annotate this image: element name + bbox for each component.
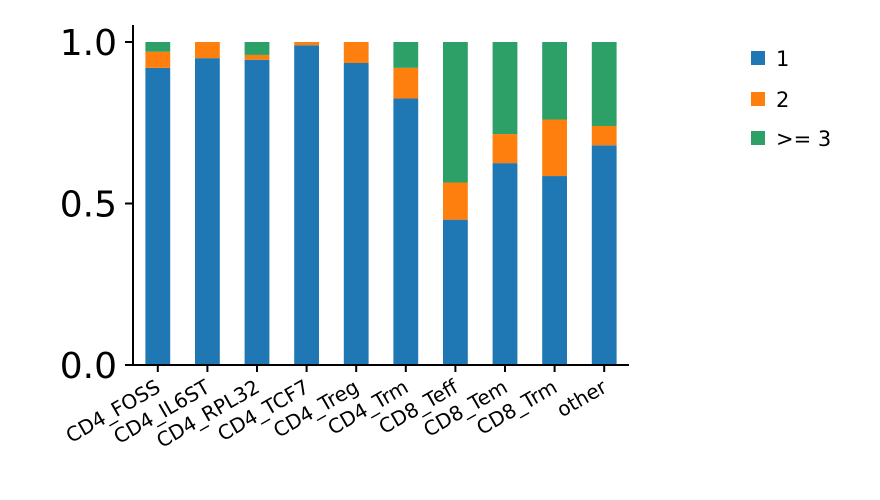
bar-segment-CD4_RPL32-1 (244, 59, 270, 366)
bars-group (145, 42, 617, 366)
bar-segment-CD4_IL6ST-2 (195, 42, 220, 59)
bar-segment-CD8_Teff-3 (443, 42, 468, 183)
bar-segment-other-1 (591, 145, 617, 365)
x-ticks-group: CD4_FOSSCD4_IL6STCD4_RPL32CD4_TCF7CD4_Tr… (62, 365, 612, 453)
bar-segment-CD4_Trm-1 (393, 98, 419, 365)
bar-segment-CD4_FOSS-2 (145, 51, 171, 68)
bar-segment-CD8_Tem-2 (492, 134, 518, 164)
axes-group (132, 25, 629, 366)
bar-segment-CD8_Trm-2 (542, 119, 567, 177)
bar-segment-CD8_Trm-3 (542, 42, 567, 120)
legend-swatch-1 (751, 51, 765, 65)
x-tick-label: other (553, 374, 612, 422)
bar-segment-CD4_Trm-3 (393, 42, 419, 68)
bar-segment-CD4_FOSS-3 (145, 42, 171, 52)
bar-segment-CD8_Teff-2 (443, 182, 468, 220)
bar-segment-CD8_Tem-3 (492, 42, 518, 135)
bar-segment-CD4_TCF7-1 (294, 45, 319, 365)
y-tick-label: 1.0 (60, 23, 117, 64)
bar-segment-CD4_RPL32-2 (244, 54, 270, 60)
y-tick-label: 0.5 (60, 185, 117, 226)
legend-label-1: 1 (776, 47, 789, 71)
bar-segment-CD8_Trm-1 (542, 176, 567, 365)
bar-segment-CD4_FOSS-1 (145, 67, 171, 365)
bar-segment-other-2 (591, 125, 617, 146)
y-ticks-group: 0.0 0.5 1.0 (60, 23, 133, 387)
bar-segment-CD4_IL6ST-1 (195, 58, 220, 366)
legend-swatch-3 (751, 131, 765, 145)
bar-segment-CD4_Treg-2 (343, 42, 369, 63)
legend: 1 2 >= 3 (751, 47, 831, 151)
legend-swatch-2 (751, 92, 765, 106)
bar-segment-CD4_TCF7-2 (294, 42, 319, 46)
bar-segment-CD4_Trm-2 (393, 67, 419, 99)
legend-label-2: 2 (776, 88, 789, 112)
bar-segment-CD8_Teff-1 (443, 219, 468, 365)
y-tick-label: 0.0 (60, 346, 117, 387)
legend-label-3: >= 3 (776, 127, 831, 151)
bar-segment-CD8_Tem-1 (492, 163, 518, 366)
bar-segment-CD4_Treg-1 (343, 63, 369, 365)
bar-segment-other-3 (591, 42, 617, 126)
bar-segment-CD4_RPL32-3 (244, 42, 270, 55)
